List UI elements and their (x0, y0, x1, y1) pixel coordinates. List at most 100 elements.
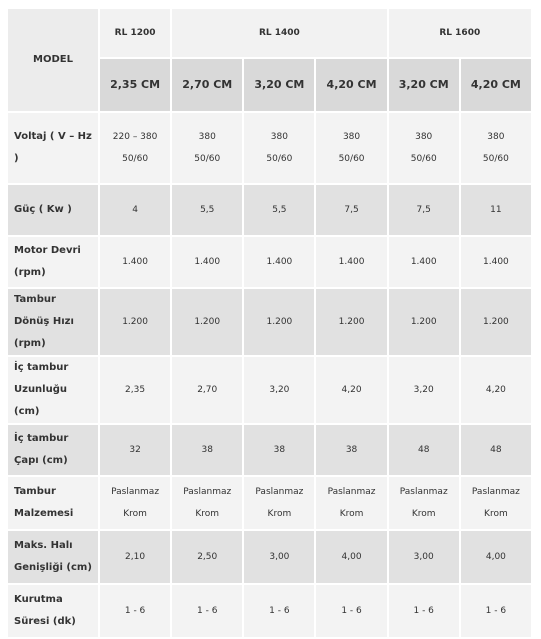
spec-row: Voltaj ( V – Hz ) 220 – 380 50/60 380 50/60 3… (8, 113, 531, 183)
model-rl1400: RL 1400 (172, 9, 387, 57)
spec-cell-line: 50/60 (194, 154, 221, 164)
row-label: Voltaj ( V – Hz ) (8, 113, 98, 183)
model-rl1200: RL 1200 (100, 9, 171, 57)
spec-table: MODEL RL 1200 RL 1400 RL 1600 2,35 CM 2,… (6, 7, 533, 639)
spec-cell: 380 50/60 (388, 113, 459, 183)
spec-cell-line: Krom (411, 509, 436, 519)
spec-cell: 4,20 (460, 357, 531, 423)
spec-cell: 4,00 (460, 531, 531, 583)
size-header: 4,20 CM (316, 59, 387, 111)
spec-cell: 1.200 (100, 289, 171, 355)
spec-cell-line: 50/60 (410, 154, 437, 164)
spec-cell-line: 50/60 (122, 154, 149, 164)
spec-cell: 380 50/60 (316, 113, 387, 183)
spec-cell-line: Krom (195, 509, 220, 519)
spec-cell-line: 380 (415, 132, 433, 142)
size-header: 3,20 CM (388, 59, 459, 111)
spec-cell: 48 (460, 425, 531, 475)
row-label: İç tambur Çapı (cm) (8, 425, 98, 475)
spec-cell-line: Paslanmaz (399, 487, 448, 497)
spec-cell-line: 380 (487, 132, 505, 142)
spec-row: Maks. Halı Genişliği (cm) 2,10 2,50 3,00 4,0… (8, 531, 531, 583)
spec-cell-line: Krom (267, 509, 292, 519)
row-label: Maks. Halı Genişliği (cm) (8, 531, 98, 583)
spec-cell-line: Krom (339, 509, 364, 519)
spec-cell: 1.200 (244, 289, 315, 355)
spec-body: Voltaj ( V – Hz ) 220 – 380 50/60 380 50/60 3… (8, 113, 531, 637)
spec-cell-line: 380 (342, 132, 361, 142)
spec-cell-line: 50/60 (338, 154, 365, 164)
spec-cell: 4 (100, 185, 171, 235)
spec-cell: 7,5 (316, 185, 387, 235)
spec-cell-line: 380 (198, 132, 216, 142)
spec-cell: Paslanmaz Krom (172, 477, 243, 529)
spec-cell: 220 – 380 50/60 (100, 113, 171, 183)
spec-cell: 1 - 6 (172, 585, 243, 637)
size-header-row: 2,35 CM 2,70 CM 3,20 CM 4,20 CM 3,20 CM … (8, 59, 531, 111)
row-label: Güç ( Kw ) (8, 185, 98, 235)
spec-cell: 1 - 6 (244, 585, 315, 637)
spec-cell-line: Paslanmaz (471, 487, 520, 497)
spec-cell: 380 50/60 (460, 113, 531, 183)
spec-row: Tambur Malzemesi Paslanmaz Krom Paslanmaz Kr… (8, 477, 531, 529)
spec-cell: 2,35 (100, 357, 171, 423)
spec-cell: 7,5 (388, 185, 459, 235)
spec-cell: 2,70 (172, 357, 243, 423)
spec-row: Motor Devri (rpm) 1.400 1.400 1.400 1.400 1.4… (8, 237, 531, 287)
row-label: Tambur Malzemesi (8, 477, 98, 529)
spec-cell: 48 (388, 425, 459, 475)
spec-cell: 1.200 (316, 289, 387, 355)
size-header: 2,70 CM (172, 59, 243, 111)
spec-cell: 38 (244, 425, 315, 475)
spec-cell: 3,00 (244, 531, 315, 583)
spec-cell: Paslanmaz Krom (460, 477, 531, 529)
spec-cell: 1 - 6 (388, 585, 459, 637)
spec-cell-line: Paslanmaz (183, 487, 232, 497)
spec-cell: 1 - 6 (316, 585, 387, 637)
spec-row: İç tambur Uzunluğu (cm) 2,35 2,70 3,20 4,20 3… (8, 357, 531, 423)
size-header: 3,20 CM (244, 59, 315, 111)
spec-cell: 4,20 (316, 357, 387, 423)
spec-cell: 3,20 (388, 357, 459, 423)
spec-row: Tambur Dönüş Hızı (rpm) 1.200 1.200 1.200 1.… (8, 289, 531, 355)
spec-cell: 1.200 (388, 289, 459, 355)
spec-cell-line: Paslanmaz (327, 487, 376, 497)
spec-cell: 32 (100, 425, 171, 475)
spec-cell: 38 (316, 425, 387, 475)
spec-row: İç tambur Çapı (cm) 32 38 38 38 48 48 (8, 425, 531, 475)
spec-cell: 1.400 (100, 237, 171, 287)
row-label: Kurutma Süresi (dk) (8, 585, 98, 637)
spec-cell: Paslanmaz Krom (244, 477, 315, 529)
spec-cell: 1.400 (172, 237, 243, 287)
spec-cell: 5,5 (244, 185, 315, 235)
row-label: Motor Devri (rpm) (8, 237, 98, 287)
spec-cell: 1.400 (316, 237, 387, 287)
spec-cell: 2,50 (172, 531, 243, 583)
spec-cell-line: 220 – 380 (112, 132, 158, 142)
model-header-row: MODEL RL 1200 RL 1400 RL 1600 (8, 9, 531, 111)
spec-cell-line: Krom (484, 509, 508, 519)
spec-cell-line: 50/60 (482, 154, 509, 164)
spec-cell: 1.400 (460, 237, 531, 287)
spec-cell: 2,10 (100, 531, 171, 583)
spec-cell-line: Paslanmaz (111, 487, 160, 497)
row-label: Tambur Dönüş Hızı (rpm) (8, 289, 98, 355)
spec-cell: 1.400 (388, 237, 459, 287)
spec-cell-line: 50/60 (266, 154, 293, 164)
spec-cell-line: Paslanmaz (255, 487, 304, 497)
spec-cell: 1.400 (244, 237, 315, 287)
spec-cell: 380 50/60 (244, 113, 315, 183)
spec-cell: 3,00 (388, 531, 459, 583)
spec-cell: Paslanmaz Krom (100, 477, 171, 529)
spec-cell: 11 (460, 185, 531, 235)
model-label: MODEL (8, 9, 98, 111)
spec-cell: 1.200 (460, 289, 531, 355)
size-header: 4,20 CM (460, 59, 531, 111)
model-rl1600: RL 1600 (388, 9, 531, 57)
spec-cell-line: 380 (270, 132, 288, 142)
spec-row: Güç ( Kw ) 4 5,5 5,5 7,5 7,5 11 (8, 185, 531, 235)
spec-cell: 4,00 (316, 531, 387, 583)
spec-cell: 38 (172, 425, 243, 475)
size-header: 2,35 CM (100, 59, 171, 111)
spec-cell: 3,20 (244, 357, 315, 423)
